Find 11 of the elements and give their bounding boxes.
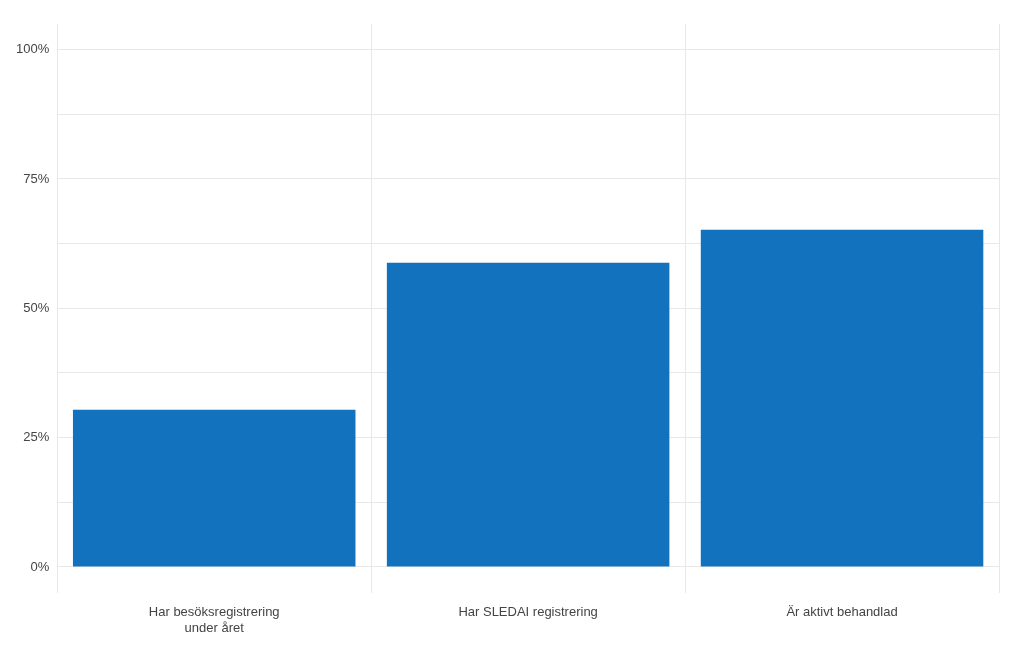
y-tick-label: 100% bbox=[16, 41, 50, 57]
y-tick-label: 75% bbox=[23, 170, 50, 186]
bar bbox=[72, 409, 356, 567]
x-tick-label: Har SLEDAI registrering bbox=[458, 604, 598, 620]
y-tick-label: 0% bbox=[30, 558, 50, 574]
bar bbox=[386, 262, 670, 567]
bar bbox=[700, 229, 984, 567]
x-tick-label: Har besöksregistrering under året bbox=[148, 604, 280, 635]
x-tick-label: Är aktivt behandlad bbox=[786, 604, 898, 620]
y-tick-label: 25% bbox=[23, 429, 50, 445]
y-tick-label: 50% bbox=[23, 299, 50, 315]
